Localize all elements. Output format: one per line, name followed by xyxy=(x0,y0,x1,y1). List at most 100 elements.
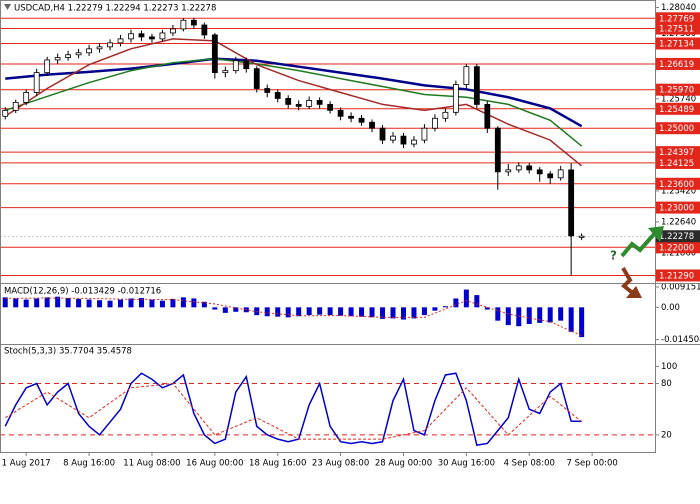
candle-body xyxy=(527,166,532,170)
level-label: 1.23600 xyxy=(659,180,694,190)
candle-body xyxy=(370,122,375,128)
candle-body xyxy=(149,37,154,39)
candle-body xyxy=(443,112,448,118)
level-label: 1.25970 xyxy=(659,86,694,96)
level-label: 1.26619 xyxy=(659,60,694,70)
candle-body xyxy=(516,166,521,170)
macd-bar xyxy=(527,307,532,324)
x-tick-label: 18 Aug 16:00 xyxy=(249,459,306,469)
candle-body xyxy=(233,61,238,71)
candle-body xyxy=(359,118,364,122)
candle-body xyxy=(202,25,207,35)
candle-body xyxy=(275,92,280,98)
macd-bar xyxy=(359,307,364,316)
level-label: 1.24397 xyxy=(659,148,694,158)
macd-bar xyxy=(45,297,50,307)
candle-body xyxy=(307,100,312,106)
candle-body xyxy=(170,29,175,33)
x-tick-label: 16 Aug 00:00 xyxy=(186,459,243,469)
candle-body xyxy=(296,104,301,106)
candle-body xyxy=(349,116,354,118)
candle-body xyxy=(3,110,8,116)
macd-bar xyxy=(296,307,301,316)
level-label: 1.27134 xyxy=(659,40,694,50)
macd-bar xyxy=(160,301,165,308)
candle-body xyxy=(55,58,60,60)
x-tick-label: 28 Aug 00:00 xyxy=(375,459,432,469)
macd-bar xyxy=(516,307,521,326)
macd-bar xyxy=(391,307,396,318)
candle-body xyxy=(129,34,134,39)
candle-body xyxy=(558,170,563,178)
candle-body xyxy=(506,170,511,172)
candle-body xyxy=(34,73,39,93)
x-tick-label: 1 Aug 2017 xyxy=(2,459,51,469)
candle-body xyxy=(191,20,196,25)
y-tick-label: 0.00 xyxy=(661,303,680,313)
macd-bar xyxy=(411,307,416,318)
candle-body xyxy=(401,136,406,144)
macd-bar xyxy=(76,299,81,307)
candle-body xyxy=(13,102,18,110)
y-tick-label: 1.28040 xyxy=(661,3,696,13)
candle-body xyxy=(118,39,123,43)
current-price-label: 1.22278 xyxy=(659,232,694,242)
candle-body xyxy=(474,67,479,105)
candle-body xyxy=(24,92,29,102)
candle-body xyxy=(391,136,396,140)
y-tick-label: 1.22640 xyxy=(661,217,696,227)
macd-bar xyxy=(579,307,584,337)
macd-bar xyxy=(422,307,427,315)
level-label: 1.25000 xyxy=(659,124,694,134)
y-tick-label: 100 xyxy=(661,362,677,372)
candle-body xyxy=(537,170,542,174)
y-tick-label: 20 xyxy=(661,430,672,440)
candle-body xyxy=(76,53,81,55)
candle-body xyxy=(139,34,144,37)
macd-bar xyxy=(537,307,542,323)
candle-body xyxy=(181,20,186,29)
candle-body xyxy=(87,49,92,53)
macd-bar xyxy=(223,307,228,313)
level-label: 1.27511 xyxy=(659,25,694,35)
macd-bar xyxy=(495,307,500,320)
macd-bar xyxy=(506,307,511,325)
candle-body xyxy=(254,69,259,89)
macd-bar xyxy=(191,298,196,307)
candle-body xyxy=(97,47,102,49)
macd-bar xyxy=(66,298,71,307)
macd-bar xyxy=(108,301,113,308)
macd-bar xyxy=(181,297,186,307)
macd-bar xyxy=(328,307,333,315)
macd-bar xyxy=(149,300,154,308)
macd-bar xyxy=(97,300,102,307)
candle-body xyxy=(265,89,270,93)
x-tick-label: 30 Aug 16:00 xyxy=(438,459,495,469)
macd-bar xyxy=(548,307,553,322)
x-tick-label: 23 Aug 08:00 xyxy=(312,459,369,469)
candle-body xyxy=(328,104,333,110)
x-tick-label: 8 Aug 16:00 xyxy=(63,459,115,469)
candle-body xyxy=(380,128,385,140)
macd-bar xyxy=(265,307,270,316)
x-tick-label: 11 Aug 08:00 xyxy=(123,459,180,469)
x-tick-label: 7 Sep 00:00 xyxy=(566,459,617,469)
macd-title: MACD(12,26,9) -0.013429 -0.012716 xyxy=(4,287,161,297)
macd-bar xyxy=(118,300,123,308)
macd-bar xyxy=(254,307,259,315)
macd-bar xyxy=(370,307,375,317)
macd-bar xyxy=(464,290,469,308)
candle-body xyxy=(411,140,416,144)
macd-bar xyxy=(13,298,18,307)
y-tick-label: -0.014504 xyxy=(661,335,700,345)
level-label: 1.23000 xyxy=(659,204,694,214)
candle-body xyxy=(212,35,217,73)
level-label: 1.22000 xyxy=(659,243,694,253)
candle-body xyxy=(569,170,574,236)
main-title: USDCAD,H4 1.22279 1.22294 1.22273 1.2227… xyxy=(14,4,216,14)
macd-bar xyxy=(569,307,574,331)
macd-bar xyxy=(558,307,563,320)
macd-bar xyxy=(24,300,29,308)
